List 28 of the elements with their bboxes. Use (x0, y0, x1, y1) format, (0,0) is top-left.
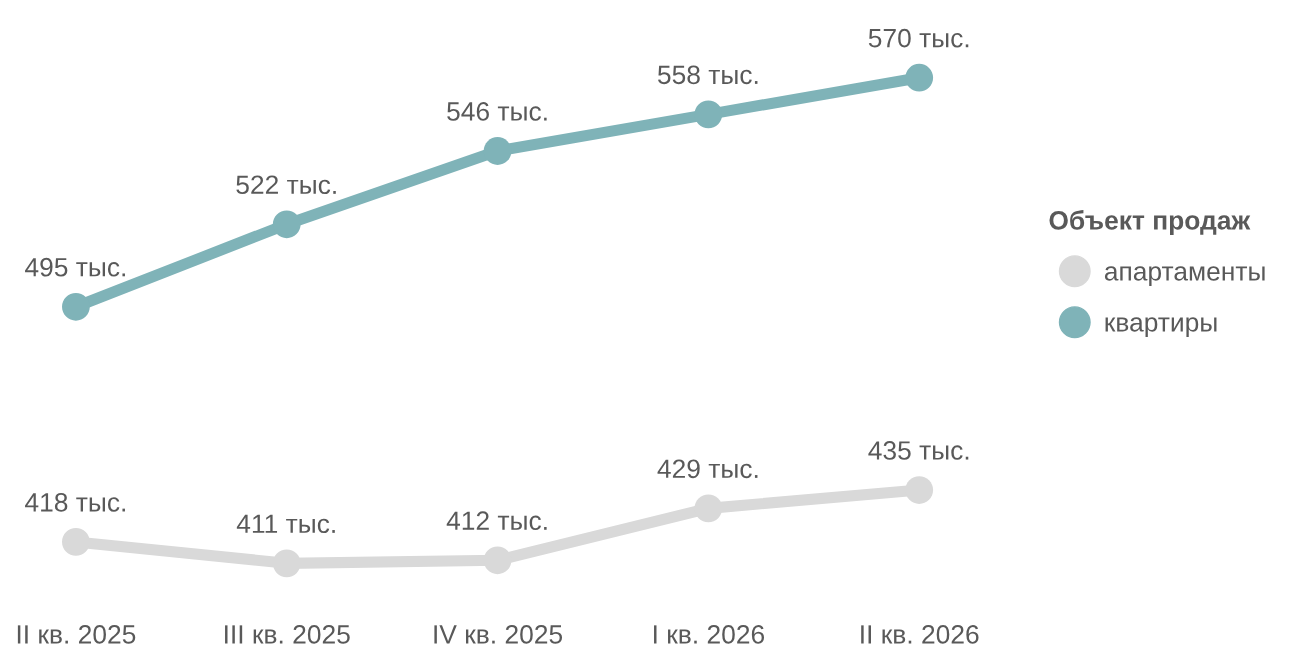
data-label: 418 тыс. (25, 493, 125, 512)
point (272, 549, 301, 578)
data-label: 546 тыс. (447, 102, 547, 121)
x-tick-label: IV кв. 2025 (434, 625, 563, 644)
point (694, 494, 723, 523)
data-label: 435 тыс. (868, 441, 969, 460)
legend-label: квартиры (1105, 317, 1217, 337)
data-label: 570 тыс. (868, 28, 969, 48)
x-tick-label: II кв. 2026 (861, 625, 979, 644)
x-tick-label: III кв. 2025 (225, 625, 350, 644)
point (62, 292, 90, 321)
legend-title: Объект продаж (1049, 210, 1251, 235)
point (905, 63, 934, 92)
point (483, 137, 512, 165)
data-label: 495 тыс. (25, 257, 125, 277)
data-label: 411 тыс. (236, 514, 335, 534)
data-label: 522 тыс. (236, 175, 336, 195)
data-label: 558 тыс. (657, 65, 758, 85)
point (694, 100, 723, 129)
point (62, 528, 90, 556)
x-tick-label: II кв. 2025 (17, 625, 136, 644)
x-tick-label: I кв. 2026 (654, 625, 765, 644)
point (272, 210, 301, 239)
data-label: 412 тыс. (446, 511, 547, 531)
point (905, 476, 934, 504)
data-label: 429 тыс. (657, 459, 758, 479)
legend-label: апартаменты (1104, 266, 1265, 286)
point (483, 546, 512, 575)
